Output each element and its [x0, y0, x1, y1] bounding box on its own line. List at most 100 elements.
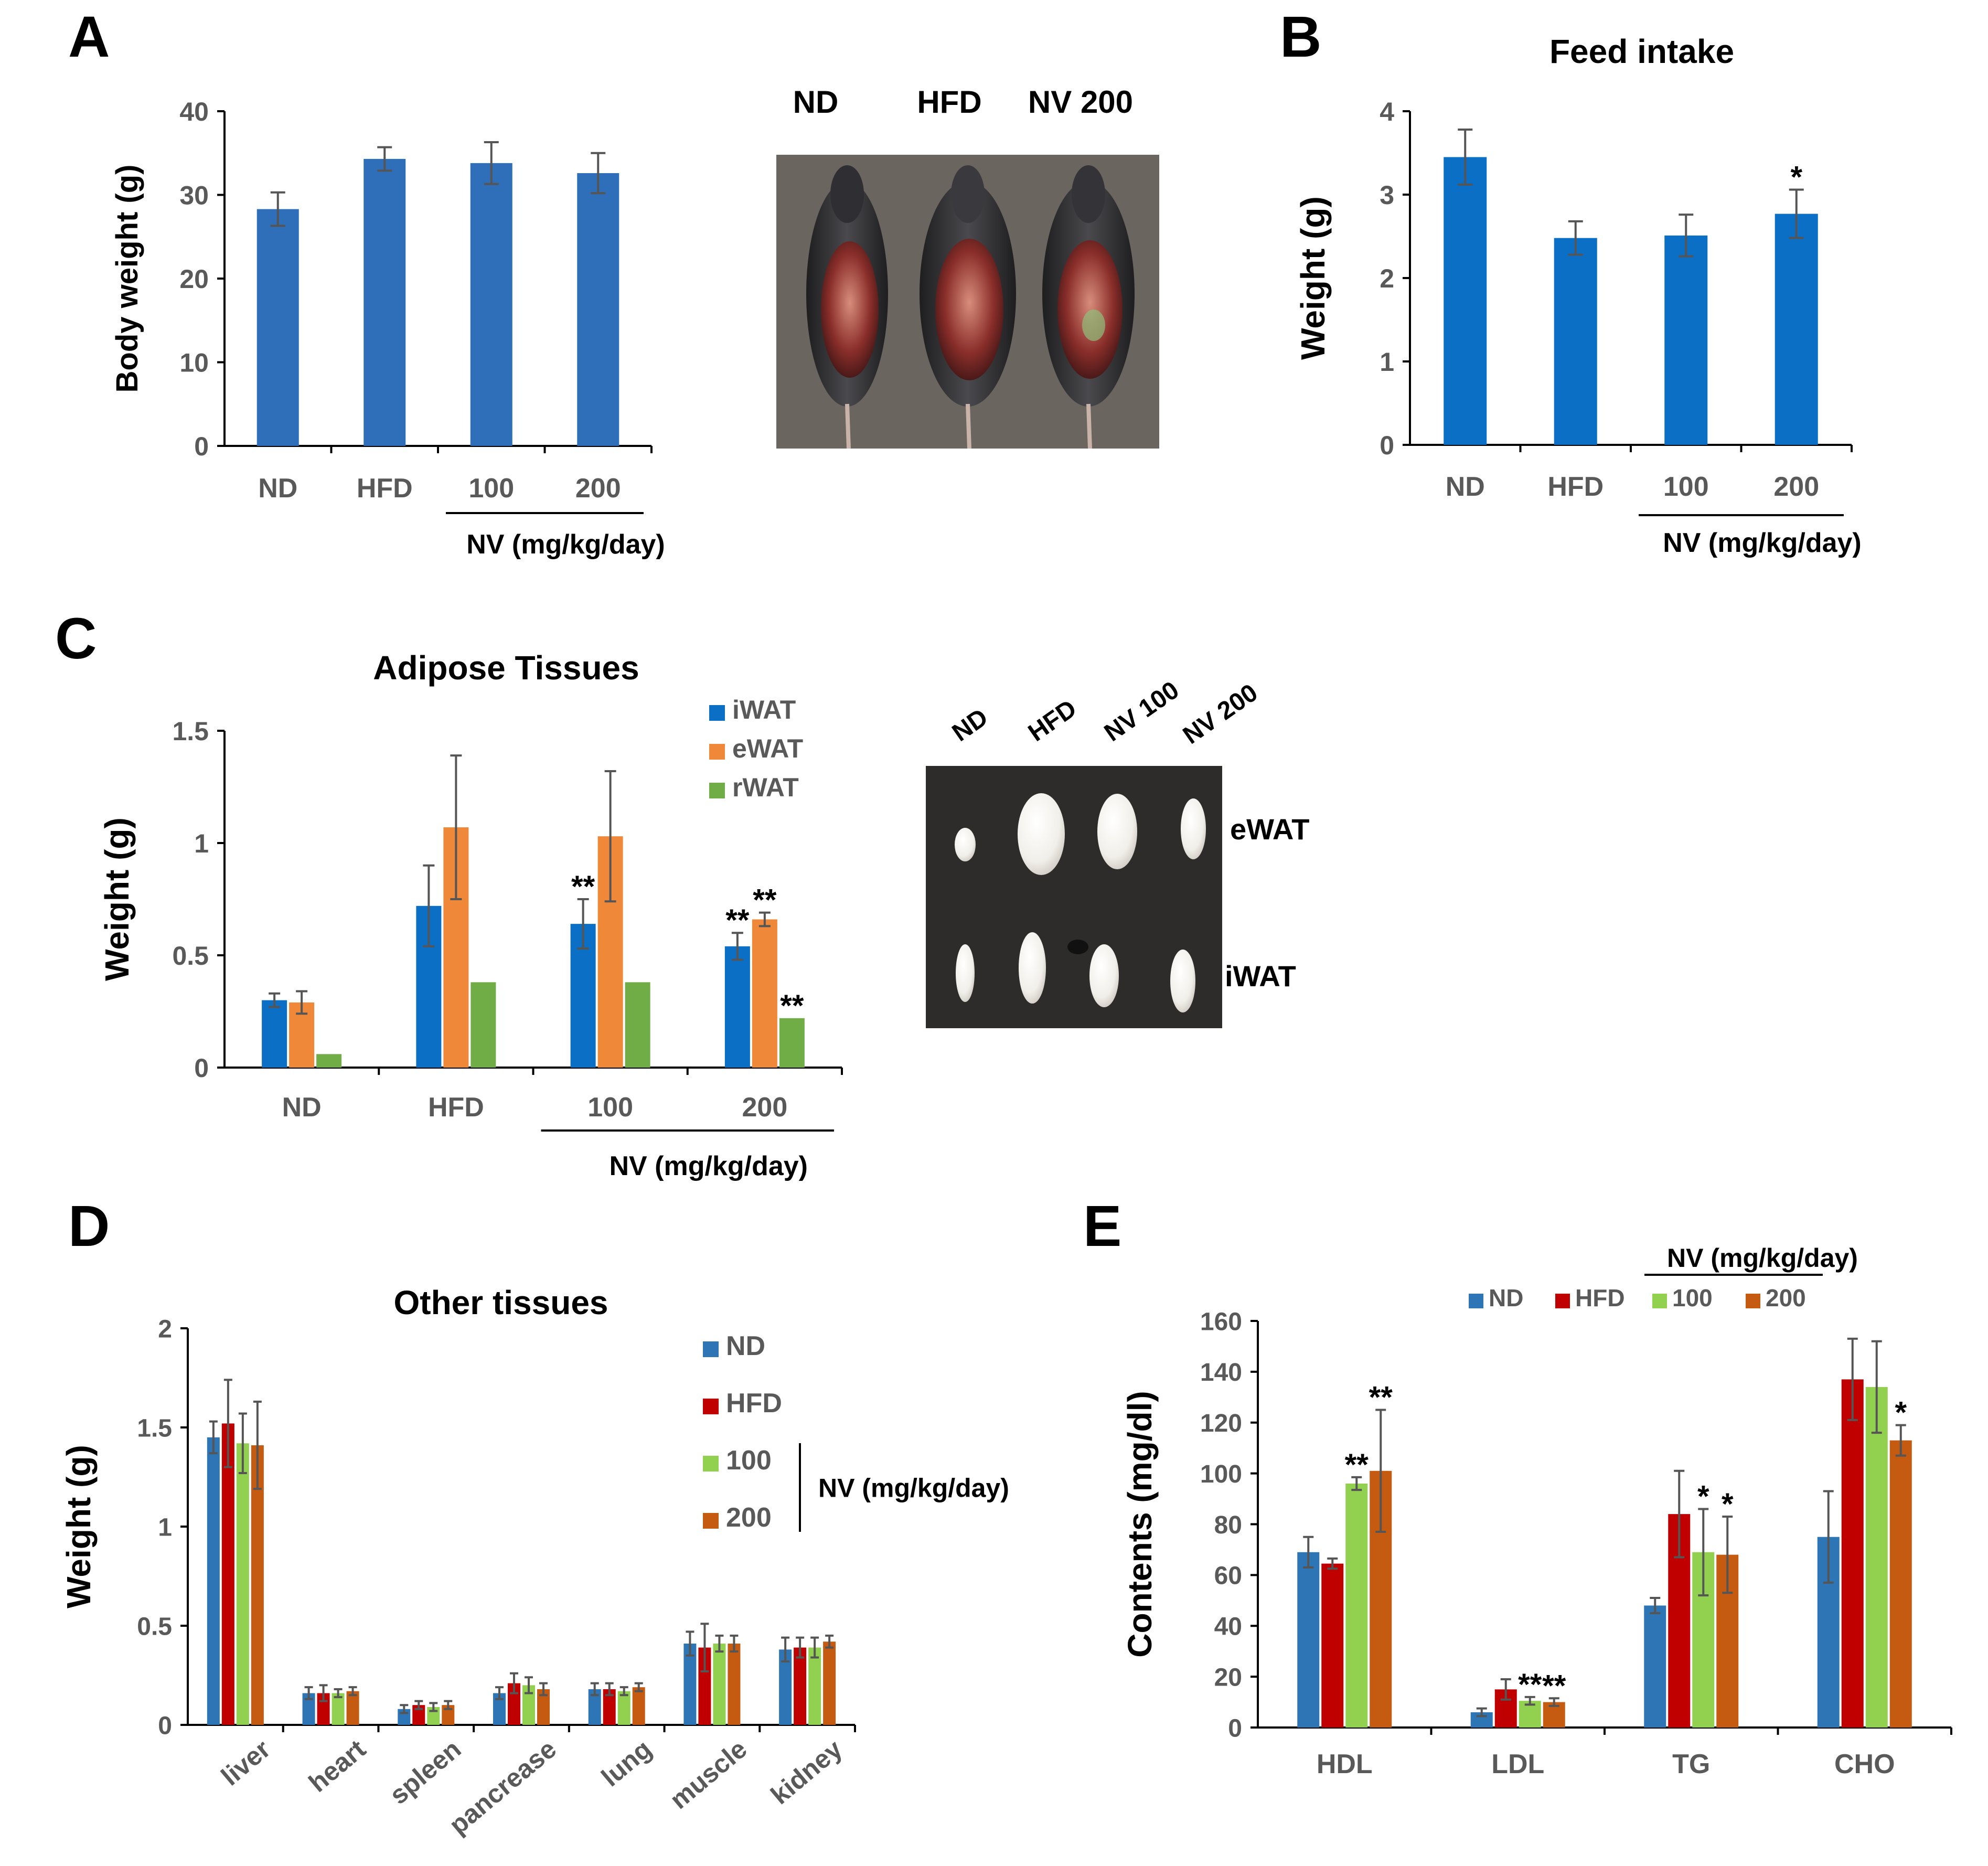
- y-tick-label: 0: [158, 1712, 172, 1740]
- tissue-iwat-hfd: [1019, 932, 1046, 1004]
- bar: [471, 982, 496, 1068]
- x-category-label: ND: [258, 473, 297, 504]
- photo-a-label-hfd: HFD: [917, 84, 981, 120]
- photo-c-row-label-ewat: eWAT: [1230, 813, 1309, 846]
- y-tick-label: 1: [158, 1513, 172, 1541]
- chart-title: Feed intake: [1549, 33, 1734, 70]
- y-axis-label: Body weight (g): [110, 165, 144, 393]
- bar: [683, 1644, 697, 1725]
- bar: [724, 946, 750, 1068]
- chart-title: Adipose Tissues: [373, 649, 639, 687]
- significance-mark: *: [1895, 1396, 1907, 1430]
- x-category-label: HFD: [1547, 472, 1604, 502]
- bar: [346, 1691, 359, 1725]
- photo-c-col-label-hfd: HFD: [1023, 695, 1082, 747]
- bar: [1664, 235, 1708, 445]
- significance-mark: *: [1722, 1487, 1734, 1521]
- bar: [364, 158, 406, 446]
- x-category-label: 200: [1773, 472, 1819, 502]
- legend-swatch: [709, 744, 725, 760]
- x-category-label: liver: [216, 1734, 276, 1792]
- significance-mark: *: [1697, 1479, 1709, 1513]
- panel-letter-c: C: [55, 606, 97, 671]
- y-tick-label: 40: [179, 97, 209, 126]
- x-category-label: HFD: [357, 473, 413, 504]
- photo-c-row-label-iwat: iWAT: [1225, 959, 1296, 993]
- legend-label: 100: [1672, 1284, 1713, 1311]
- bar: [207, 1437, 220, 1725]
- panel-letter-e: E: [1083, 1194, 1121, 1259]
- x-category-label: TG: [1672, 1749, 1710, 1779]
- y-tick-label: 80: [1214, 1511, 1242, 1539]
- legend-label: HFD: [1575, 1284, 1625, 1311]
- bar: [617, 1691, 630, 1725]
- y-axis-label: Weight (g): [60, 1445, 98, 1608]
- tissue-ewat-nv200: [1181, 798, 1206, 859]
- tissue-ewat-hfd: [1018, 793, 1065, 875]
- legend-label: iWAT: [732, 695, 796, 724]
- y-tick-label: 20: [179, 264, 209, 294]
- x-category-label: lung: [596, 1734, 657, 1793]
- significance-mark: **: [1542, 1669, 1566, 1703]
- x-category-label: 100: [1663, 472, 1709, 502]
- bar: [262, 1000, 287, 1068]
- bar: [1321, 1563, 1344, 1728]
- legend-swatch: [703, 1456, 719, 1472]
- bar: [713, 1644, 726, 1725]
- x-category-label: heart: [303, 1734, 371, 1798]
- bar: [1841, 1379, 1864, 1728]
- tissue-ewat-nv100: [1097, 794, 1137, 869]
- legend-group-label: NV (mg/kg/day): [818, 1474, 1009, 1503]
- y-tick-label: 10: [179, 348, 209, 378]
- x-category-label: HFD: [428, 1092, 484, 1123]
- photo-c-col-label-nd: ND: [947, 703, 993, 747]
- legend-swatch: [709, 783, 725, 798]
- bar: [316, 1054, 342, 1068]
- legend-label: 100: [726, 1445, 772, 1476]
- x-category-label: 100: [587, 1092, 633, 1123]
- bar: [236, 1443, 249, 1725]
- legend-swatch: [1555, 1294, 1570, 1308]
- legend-label: 200: [726, 1502, 772, 1533]
- legend-swatch: [703, 1399, 719, 1414]
- legend-label: ND: [726, 1331, 765, 1361]
- panel-letter-a: A: [68, 5, 110, 69]
- bar: [251, 1445, 264, 1725]
- tissue-ewat-nd: [955, 828, 976, 861]
- x-category-label: 100: [468, 473, 514, 504]
- bar: [1345, 1484, 1368, 1728]
- y-axis-label: Weight (g): [1294, 196, 1332, 360]
- y-tick-label: 2: [1380, 264, 1394, 293]
- y-tick-label: 160: [1200, 1308, 1242, 1336]
- y-tick-label: 1: [194, 829, 209, 858]
- photo-c-col-label-nv100: NV 100: [1099, 676, 1184, 747]
- legend-label: eWAT: [732, 734, 803, 763]
- significance-mark: **: [753, 883, 777, 918]
- bar: [752, 919, 777, 1068]
- chart-b-feed-intake: 0 1 2 3 4 Weight (g) Feed intake ND HFD 100 * 200 NV…: [1294, 33, 1862, 558]
- group-label: NV (mg/kg/day): [610, 1151, 808, 1181]
- y-axis-label: Weight (g): [98, 817, 136, 981]
- significance-mark: **: [1369, 1381, 1393, 1415]
- y-tick-label: 100: [1200, 1460, 1242, 1488]
- group-label: NV (mg/kg/day): [466, 529, 665, 560]
- tissue-iwat-nv200: [1170, 950, 1195, 1012]
- x-category-label: ND: [282, 1092, 322, 1123]
- photo-c-col-label-nv200: NV 200: [1178, 679, 1263, 750]
- bar: [794, 1647, 807, 1725]
- significance-mark: **: [780, 989, 804, 1023]
- significance-mark: **: [1345, 1448, 1369, 1482]
- legend-swatch: [703, 1341, 719, 1357]
- tissue-iwat-nd: [956, 944, 975, 1002]
- x-category-label: 200: [742, 1092, 787, 1123]
- tissue-iwat-nv100-dark: [1067, 940, 1088, 954]
- legend-swatch: [703, 1513, 719, 1529]
- x-category-label: 200: [575, 473, 621, 504]
- y-tick-label: 1.5: [172, 717, 209, 746]
- y-tick-label: 1: [1380, 347, 1394, 377]
- bar: [221, 1423, 234, 1725]
- bar: [332, 1693, 345, 1725]
- mouse-hfd: [920, 165, 1016, 449]
- bar: [1889, 1440, 1912, 1728]
